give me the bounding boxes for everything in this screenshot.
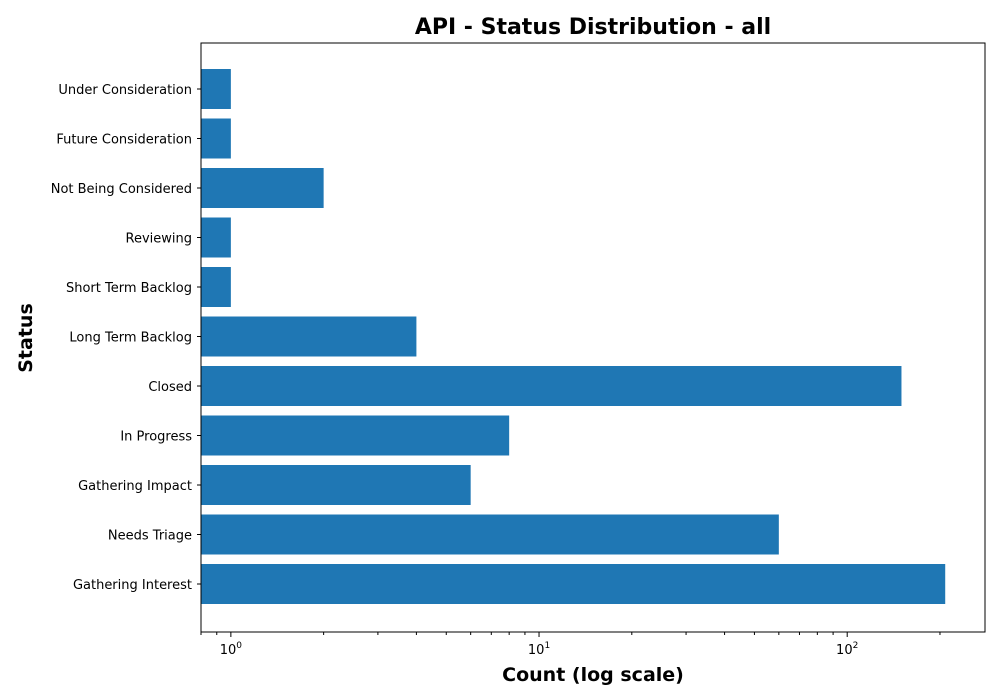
bar: [201, 316, 417, 357]
bar: [201, 564, 946, 604]
plot-area-frame: [200, 42, 986, 633]
bar: [201, 168, 324, 208]
bar: [201, 217, 231, 258]
y-tick-label: Closed: [148, 380, 192, 395]
y-tick-label: Long Term Backlog: [69, 331, 192, 346]
bars-group: [201, 69, 946, 604]
y-tick-label: Gathering Interest: [73, 578, 192, 593]
bar: [201, 267, 231, 307]
y-tick-label: Short Term Backlog: [66, 281, 192, 296]
x-axis-label: Count (log scale): [502, 664, 684, 686]
y-tick-label: Reviewing: [126, 232, 193, 247]
x-tick-label: 101: [528, 641, 550, 658]
y-tick-label: Future Consideration: [56, 133, 192, 148]
y-tick-label: Not Being Considered: [51, 182, 192, 197]
y-tick-label: Gathering Impact: [78, 479, 192, 494]
bar: [201, 118, 231, 159]
chart-title: API - Status Distribution - all: [415, 15, 771, 40]
bar: [201, 366, 902, 406]
y-tick-label: In Progress: [120, 430, 192, 445]
y-axis-label: Status: [15, 303, 37, 373]
bar: [201, 69, 231, 109]
bar: [201, 415, 510, 456]
y-axis-ticks: Under Consideration Future Consideration N…: [51, 83, 201, 593]
bar: [201, 514, 779, 555]
y-tick-label: Under Consideration: [58, 83, 192, 98]
bar: [201, 465, 471, 505]
y-tick-label: Needs Triage: [108, 529, 192, 544]
x-axis-ticks: 100 101 102: [200, 632, 941, 658]
x-tick-label: 102: [836, 641, 858, 658]
x-tick-label: 100: [220, 641, 243, 658]
